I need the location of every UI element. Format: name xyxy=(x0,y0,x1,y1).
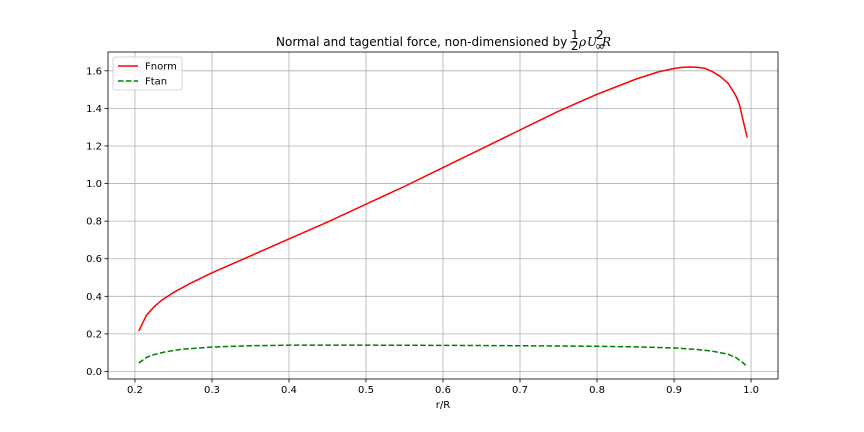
y-tick-label: 1.6 xyxy=(86,66,102,77)
x-tick-label: 0.4 xyxy=(281,385,297,396)
legend-label-ftan: Ftan xyxy=(145,77,167,88)
legend-label-fnorm: Fnorm xyxy=(145,62,177,73)
x-tick-label: 0.3 xyxy=(204,385,220,396)
title-U-sub: ∞ xyxy=(595,39,605,53)
chart-title-text: Normal and tagential force, non-dimensio… xyxy=(276,35,567,49)
x-tick-label: 0.9 xyxy=(666,385,682,396)
title-U-sup: 2 xyxy=(596,28,604,42)
plot-area: 0.2 0.3 0.4 0.5 0.6 0.7 0.8 0.9 1.0 0.0 0.2 0.4 0.6… xyxy=(86,51,779,396)
x-tick-label: 0.7 xyxy=(512,385,528,396)
title-frac-num: 1 xyxy=(571,28,579,42)
title-frac-den: 2 xyxy=(571,39,579,53)
y-tick-label: 0.6 xyxy=(86,254,102,265)
chart-title-math: 1 2 ρ U 2 ∞ R xyxy=(570,28,611,53)
title-rho: ρ xyxy=(578,35,586,49)
y-tick-label: 0.0 xyxy=(86,367,102,378)
x-tick-label: 0.2 xyxy=(127,385,143,396)
x-tick-label: 0.6 xyxy=(435,385,451,396)
x-tick-label: 0.8 xyxy=(589,385,605,396)
x-tick-label: 0.5 xyxy=(358,385,374,396)
title-U: U xyxy=(587,35,598,49)
chart-title: Normal and tagential force, non-dimensio… xyxy=(276,28,611,53)
legend: Fnorm Ftan xyxy=(112,56,183,91)
y-tick-label: 0.2 xyxy=(86,329,102,340)
x-tick-label: 1.0 xyxy=(743,385,759,396)
y-axis: 0.0 0.2 0.4 0.6 0.8 1.0 1.2 1.4 1.6 xyxy=(86,66,108,378)
series-layer xyxy=(138,66,748,368)
x-axis-label: r/R xyxy=(436,400,450,411)
y-tick-label: 1.4 xyxy=(86,104,102,115)
y-tick-label: 0.8 xyxy=(86,217,102,228)
series-line-fnorm xyxy=(138,66,748,332)
y-tick-label: 0.4 xyxy=(86,292,102,303)
x-axis: 0.2 0.3 0.4 0.5 0.6 0.7 0.8 0.9 1.0 xyxy=(127,379,759,396)
title-R: R xyxy=(601,35,611,49)
y-tick-label: 1.2 xyxy=(86,141,102,152)
y-tick-label: 1.0 xyxy=(86,179,102,190)
series-line-ftan xyxy=(138,344,748,368)
